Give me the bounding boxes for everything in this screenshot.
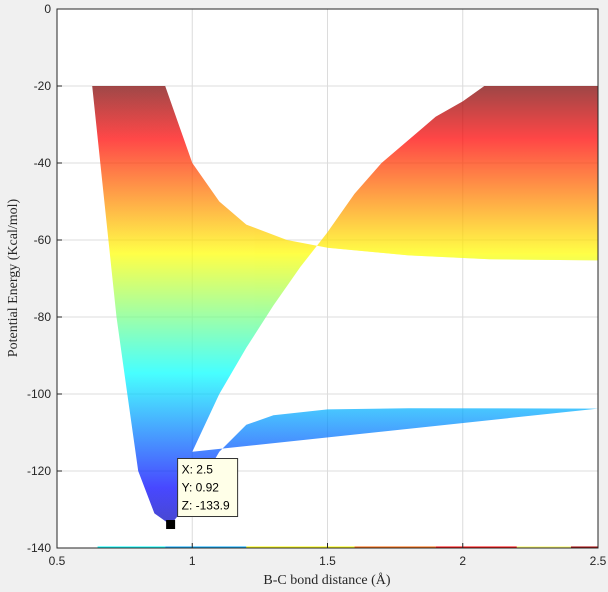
y-tick-label: -80: [34, 310, 52, 324]
y-tick-label: -140: [27, 541, 51, 555]
y-tick-label: -20: [34, 79, 52, 93]
x-tick-label: 2.5: [590, 554, 607, 568]
energy-surface: [92, 86, 598, 525]
x-tick-label: 2: [459, 554, 466, 568]
surface-floor-projection: [97, 546, 598, 548]
x-tick-label: 1.5: [319, 554, 336, 568]
data-tip[interactable]: X: 2.5 Y: 0.92 Z: -133.9: [166, 458, 239, 530]
y-axis-ticks: 0 -20 -40 -60 -80 -100 -120 -140: [27, 2, 62, 555]
x-axis-label: B-C bond distance (Å): [263, 572, 390, 588]
y-tick-label: -120: [27, 464, 51, 478]
floor-segment: [165, 546, 247, 548]
floor-segment: [97, 546, 166, 548]
floor-segment: [516, 546, 571, 548]
y-axis-label: Potential Energy (Kcal/mol): [6, 198, 21, 357]
y-tick-label: -100: [27, 387, 51, 401]
x-tick-label: 0.5: [49, 554, 66, 568]
data-tip-marker[interactable]: [166, 520, 176, 530]
y-tick-label: -40: [34, 156, 52, 170]
x-axis-ticks: 0.5 1 1.5 2 2.5: [49, 543, 607, 568]
floor-segment: [570, 546, 598, 548]
data-tip-z-text: Z: -133.9: [182, 499, 230, 513]
x-tick-label: 1: [189, 554, 196, 568]
floor-segment: [354, 546, 436, 548]
y-tick-label: 0: [44, 2, 51, 16]
data-tip-x-text: X: 2.5: [182, 463, 214, 477]
y-tick-label: -60: [34, 233, 52, 247]
floor-segment: [246, 546, 355, 548]
data-tip-y-text: Y: 0.92: [182, 481, 220, 495]
data-tip-box: [177, 458, 239, 518]
surface-overlap-band: [327, 86, 598, 261]
floor-segment: [435, 546, 517, 548]
